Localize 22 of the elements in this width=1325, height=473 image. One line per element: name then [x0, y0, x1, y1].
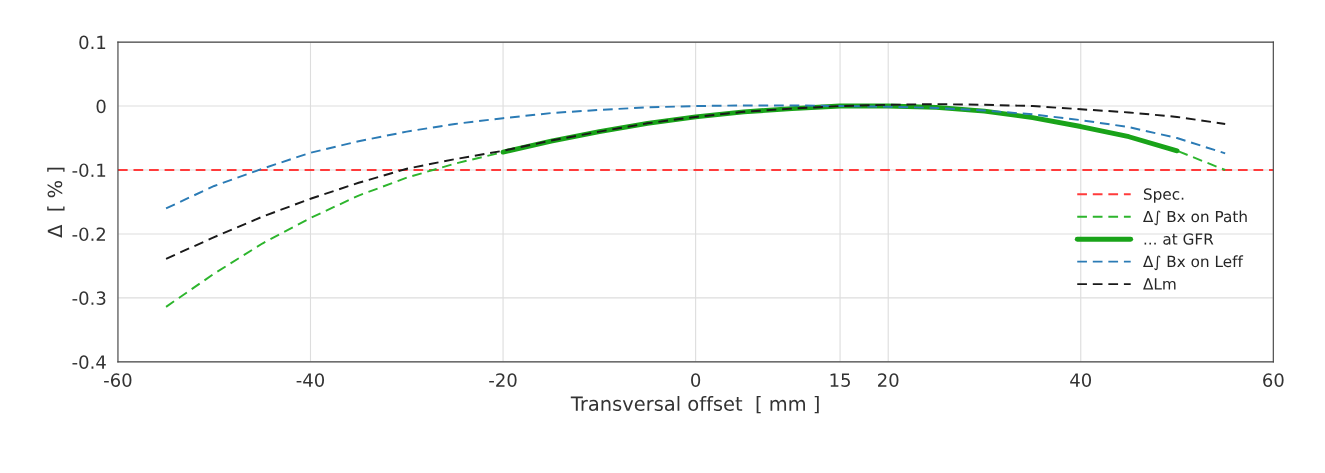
- y-tick-label: -0.2: [72, 227, 106, 242]
- legend-label: Spec.: [1143, 188, 1184, 203]
- y-tick-label: -0.1: [72, 163, 106, 178]
- y-axis-title: Δ [ % ]: [47, 167, 65, 238]
- x-tick-label: 40: [1070, 373, 1092, 387]
- x-tick-label: -40: [296, 373, 325, 387]
- legend-label: Δ∫ Bx on Leff: [1143, 255, 1244, 271]
- x-tick-label: 15: [830, 373, 850, 387]
- y-tick-label: 0.1: [79, 35, 106, 50]
- legend-label: ... at GFR: [1144, 233, 1214, 245]
- y-tick-label: -0.4: [72, 355, 106, 369]
- y-tick-label: 0: [96, 99, 106, 114]
- x-tick-label: -60: [104, 373, 132, 387]
- y-tick-label: -0.3: [72, 291, 106, 306]
- x-axis-title: Transversal offset [ mm ]: [570, 395, 819, 414]
- x-tick-label: -20: [489, 373, 517, 387]
- x-tick-label: 20: [878, 373, 899, 387]
- line-series: [165, 104, 1227, 210]
- legend-label: Δ∫ Bx on Path: [1143, 210, 1247, 226]
- x-tick-label: 0: [691, 373, 701, 387]
- legend-label: ΔLm: [1143, 278, 1176, 290]
- x-tick-label: 60: [1263, 373, 1284, 387]
